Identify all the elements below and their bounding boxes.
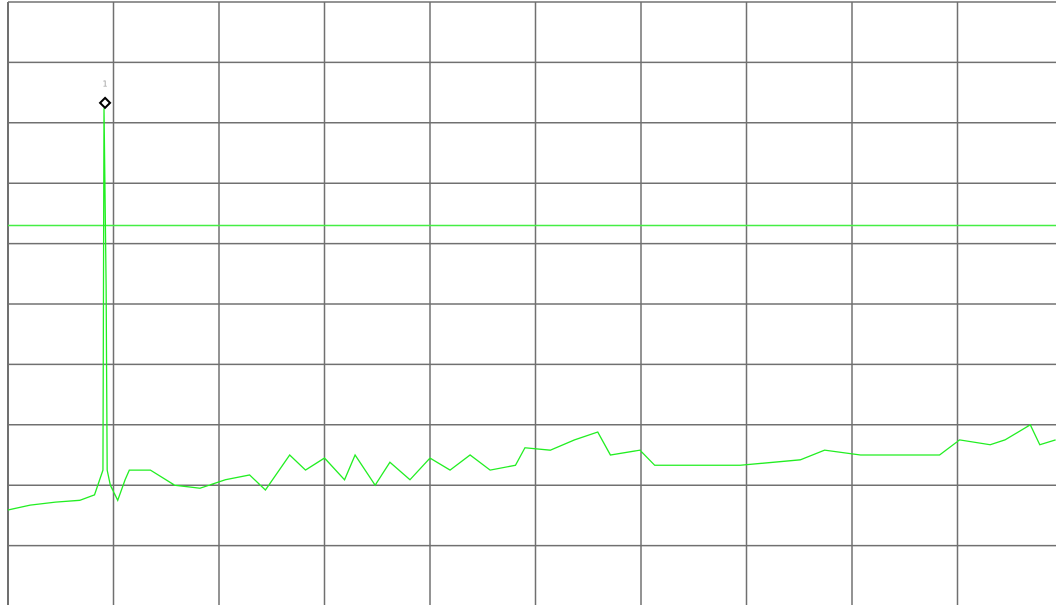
trace	[7, 108, 1056, 511]
marker	[98, 96, 112, 110]
marker-label: 1	[103, 79, 108, 88]
